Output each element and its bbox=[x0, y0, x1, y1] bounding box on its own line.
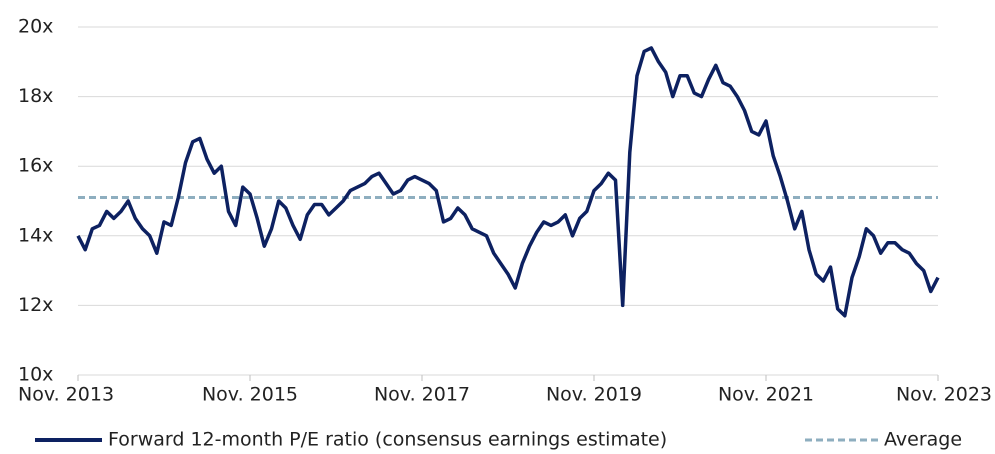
x-tick-label: Nov. 2013 bbox=[18, 384, 114, 406]
y-tick-label: 18x bbox=[18, 85, 53, 107]
y-tick-label: 12x bbox=[18, 294, 53, 316]
y-tick-label: 10x bbox=[18, 364, 53, 386]
series-line bbox=[76, 46, 940, 318]
x-tick-label: Nov. 2015 bbox=[202, 384, 298, 406]
x-tick-label: Nov. 2019 bbox=[546, 384, 642, 406]
y-tick-label: 14x bbox=[18, 224, 53, 246]
legend-label: Forward 12-month P/E ratio (consensus ea… bbox=[108, 429, 667, 451]
x-tick-label: Nov. 2023 bbox=[896, 384, 992, 406]
x-tick-label: Nov. 2017 bbox=[374, 384, 470, 406]
x-tick-label: Nov. 2021 bbox=[718, 384, 814, 406]
legend-label: Average bbox=[884, 429, 962, 451]
y-tick-label: 20x bbox=[18, 16, 53, 38]
y-tick-label: 16x bbox=[18, 155, 53, 177]
